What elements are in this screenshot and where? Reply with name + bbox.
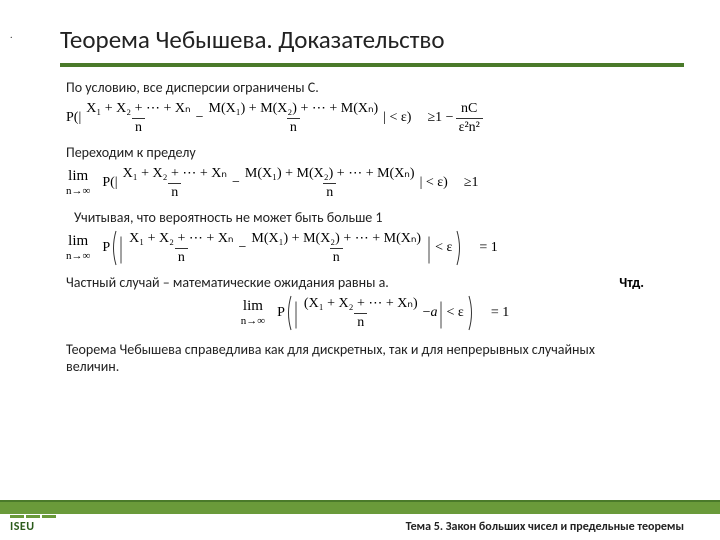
- lim-top: lim: [68, 169, 88, 184]
- logo-stripes: [10, 515, 56, 518]
- lim-top: lim: [68, 234, 88, 249]
- text-line-1: По условию, все дисперсии ограничены С.: [66, 79, 684, 96]
- one-minus: 1 −: [435, 110, 453, 126]
- frac-den: n: [287, 118, 300, 136]
- formula-2: lim n→∞ P (| X₁ + X₂ + ⋯ + Xₙ n − M(X₁) …: [66, 165, 684, 201]
- lim-top: lim: [243, 299, 263, 314]
- abs-open: |: [120, 233, 123, 263]
- lt-eps: < ε: [447, 305, 464, 321]
- close: | < ε): [383, 110, 411, 126]
- frac-num: X₁ + X₂ + ⋯ + Xₙ: [83, 100, 193, 118]
- paren-close: [467, 295, 475, 331]
- a: a: [431, 305, 438, 321]
- logo-text: ISEU: [10, 520, 56, 534]
- p-symbol: P: [66, 110, 74, 126]
- formula-4: lim n→∞ P | (X₁ + X₂ + ⋯ + Xₙ) n − a | <…: [66, 295, 684, 331]
- frac-den: n: [330, 248, 343, 266]
- p-open: (|: [110, 175, 117, 191]
- minus: −: [239, 240, 247, 256]
- one: 1: [472, 175, 479, 191]
- eq1: = 1: [491, 305, 509, 321]
- frac-num: (X₁ + X₂ + ⋯ + Xₙ): [301, 295, 421, 313]
- p-symbol: P: [102, 240, 110, 256]
- footer-text: Тема 5. Закон больших чисел и предельные…: [406, 520, 684, 534]
- lim-bot: n→∞: [241, 316, 265, 327]
- logo-stripes: [10, 510, 56, 513]
- frac-num: M(X₁) + M(X₂) + ⋯ + M(Xₙ): [206, 100, 382, 118]
- logo: ISEU: [10, 510, 56, 534]
- lim: lim n→∞: [241, 299, 265, 327]
- ge: ≥: [464, 175, 472, 191]
- paren-open: [285, 295, 293, 331]
- slide: . Теорема Чебышева. Доказательство По ус…: [0, 0, 720, 540]
- abs-open: |: [294, 298, 297, 328]
- footer-bar: [0, 500, 720, 514]
- frac-num: M(X₁) + M(X₂) + ⋯ + M(Xₙ): [242, 165, 418, 183]
- lt-eps: < ε: [435, 240, 452, 256]
- ge: ≥: [427, 110, 435, 126]
- nc: nC: [458, 101, 480, 118]
- text-line-3: Учитывая, что вероятность не может быть …: [74, 209, 684, 226]
- minus: −: [232, 175, 240, 191]
- frac-num: M(X₁) + M(X₂) + ⋯ + M(Xₙ): [248, 230, 424, 248]
- formula-1: P (| X₁ + X₂ + ⋯ + Xₙ n − M(X₁) + M(X₂) …: [66, 100, 684, 136]
- frac-den: n: [354, 313, 367, 331]
- text-line-2: Переходим к пределу: [66, 144, 684, 161]
- frac-den: n: [132, 118, 145, 136]
- text-line-4: Частный случай – математические ожидания…: [66, 274, 684, 291]
- p-open: (|: [74, 110, 81, 126]
- lim-bot: n→∞: [66, 186, 90, 197]
- minus: −: [196, 110, 204, 126]
- lim: lim n→∞: [66, 234, 90, 262]
- eq1: = 1: [479, 240, 497, 256]
- paren-close: [455, 230, 463, 266]
- frac-den: n: [168, 183, 181, 201]
- frac-den: n: [175, 248, 188, 266]
- p-symbol: P: [102, 175, 110, 191]
- formula-3: lim n→∞ P | X₁ + X₂ + ⋯ + Xₙ n − M(X₁) +…: [66, 230, 684, 266]
- lim: lim n→∞: [66, 169, 90, 197]
- frac-num: X₁ + X₂ + ⋯ + Xₙ: [126, 230, 236, 248]
- slide-title: Теорема Чебышева. Доказательство: [60, 24, 684, 67]
- e2n2: ε²n²: [456, 118, 483, 136]
- paren-open: [110, 230, 118, 266]
- abs-close: |: [428, 233, 431, 263]
- close: | < ε): [420, 175, 448, 191]
- minus: −: [423, 305, 431, 321]
- frac-num: X₁ + X₂ + ⋯ + Xₙ: [120, 165, 230, 183]
- text-line-5: Теорема Чебышева справедлива как для дис…: [66, 341, 606, 375]
- chtd: Чтд.: [619, 274, 644, 291]
- lim-bot: n→∞: [66, 251, 90, 262]
- p-symbol: P: [277, 305, 285, 321]
- abs-close: |: [439, 298, 442, 328]
- corner-dot: .: [10, 28, 13, 41]
- frac-den: n: [323, 183, 336, 201]
